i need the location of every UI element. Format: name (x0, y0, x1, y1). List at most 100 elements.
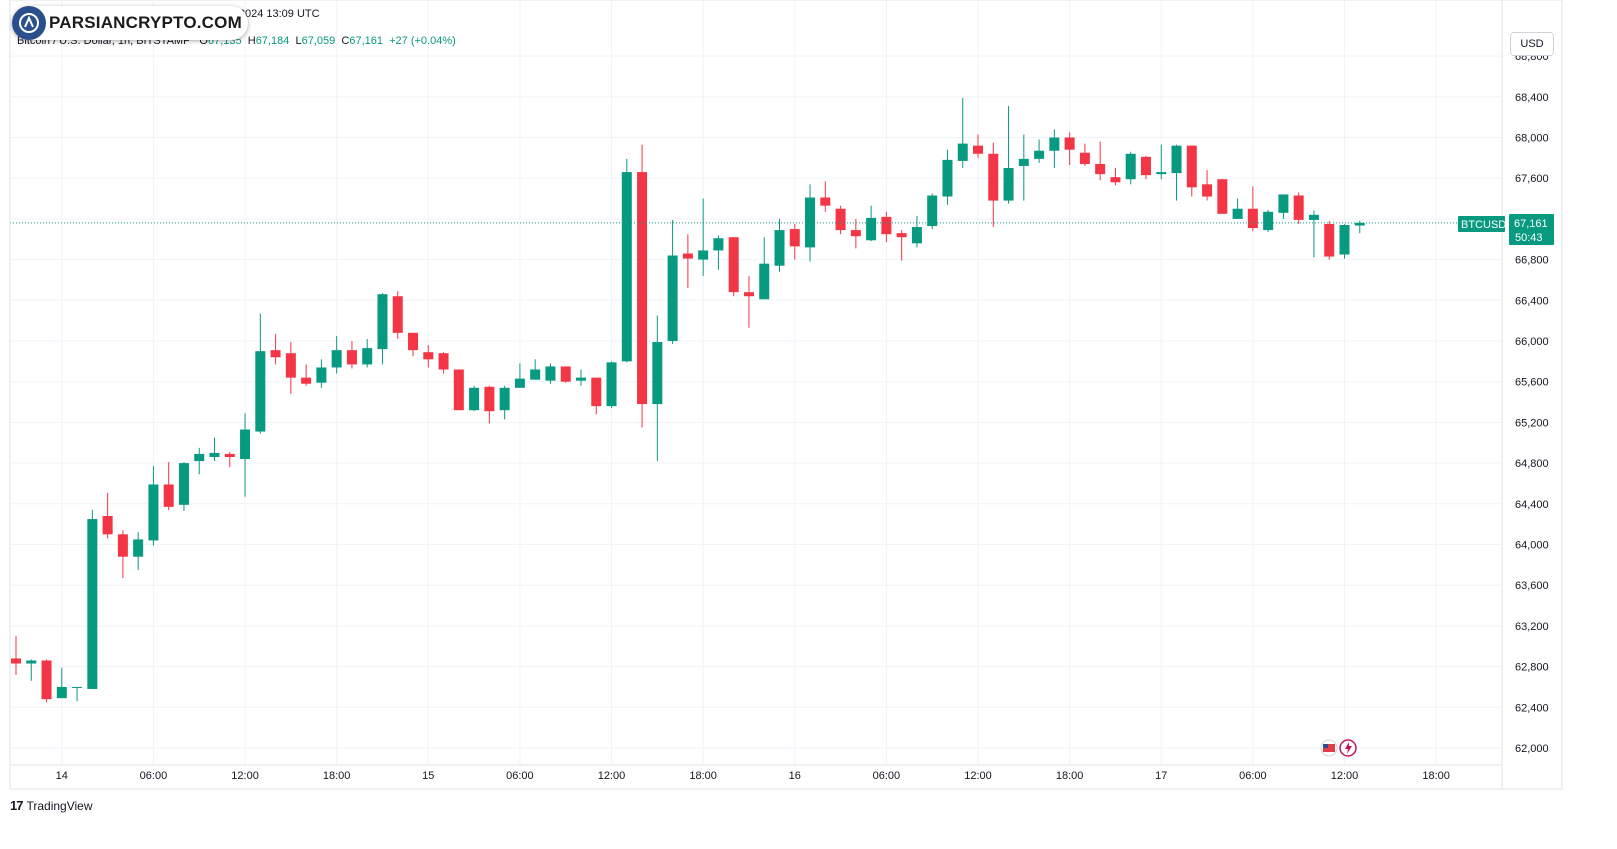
candle[interactable] (805, 184, 816, 262)
candle[interactable] (1308, 210, 1319, 258)
candle[interactable] (377, 293, 388, 365)
candle[interactable] (1247, 186, 1258, 232)
candle[interactable] (1110, 168, 1121, 186)
candle[interactable] (850, 218, 861, 249)
candle[interactable] (896, 230, 907, 261)
candle[interactable] (1232, 198, 1243, 219)
candle[interactable] (87, 509, 98, 689)
candle[interactable] (789, 223, 800, 260)
candle[interactable] (1171, 144, 1182, 201)
candle[interactable] (1140, 155, 1151, 180)
candle[interactable] (698, 198, 709, 276)
candle[interactable] (820, 181, 831, 212)
candle[interactable] (1095, 141, 1106, 181)
candle[interactable] (911, 215, 922, 248)
candle[interactable] (453, 369, 464, 411)
candle[interactable] (759, 237, 770, 300)
tradingview-footer[interactable]: 17 TradingView (10, 798, 93, 813)
candle[interactable] (1079, 143, 1090, 166)
candle-body (1263, 211, 1274, 231)
time-tick-label: 06:00 (873, 770, 901, 782)
candle[interactable] (133, 532, 144, 570)
candle[interactable] (148, 466, 159, 546)
candle[interactable] (927, 193, 938, 230)
candle[interactable] (682, 234, 693, 289)
candle[interactable] (1354, 220, 1365, 234)
candle[interactable] (408, 332, 419, 357)
candle[interactable] (1018, 134, 1029, 201)
candle[interactable] (331, 335, 342, 374)
candle[interactable] (988, 142, 999, 228)
candle[interactable] (545, 363, 556, 384)
candle[interactable] (56, 667, 67, 699)
candle[interactable] (1217, 179, 1228, 214)
candle[interactable] (728, 237, 739, 297)
candle[interactable] (301, 364, 312, 386)
candle[interactable] (942, 149, 953, 205)
candle[interactable] (1125, 151, 1136, 185)
candle[interactable] (362, 338, 373, 368)
candle-body (438, 353, 449, 370)
candle[interactable] (102, 492, 113, 539)
candle[interactable] (606, 361, 617, 409)
candle[interactable] (560, 366, 571, 383)
candle[interactable] (1339, 223, 1350, 259)
candle[interactable] (1003, 105, 1014, 204)
candle[interactable] (1202, 170, 1213, 201)
candle[interactable] (484, 385, 495, 424)
candle[interactable] (774, 218, 785, 272)
candle[interactable] (621, 158, 632, 363)
currency-button[interactable]: USD (1510, 32, 1554, 56)
candle[interactable] (270, 333, 281, 365)
event-markers[interactable] (1320, 739, 1357, 757)
candle[interactable] (285, 342, 296, 394)
candle[interactable] (26, 659, 37, 681)
candle-body (1324, 223, 1335, 257)
time-axis[interactable]: 14 06:00 12:00 18:00 15 06:00 12:00 18:00 16 06:0… (56, 770, 1450, 782)
candle[interactable] (1064, 132, 1075, 165)
candle[interactable] (637, 144, 648, 428)
candle[interactable] (514, 363, 525, 388)
candle[interactable] (1186, 145, 1197, 197)
candle[interactable] (240, 413, 251, 497)
candle[interactable] (591, 377, 602, 415)
candle[interactable] (117, 530, 128, 579)
candle[interactable] (392, 291, 403, 339)
candle[interactable] (41, 659, 52, 703)
candle[interactable] (1293, 192, 1304, 224)
candle[interactable] (743, 275, 754, 328)
candle[interactable] (530, 359, 541, 380)
candle[interactable] (575, 369, 586, 386)
candle[interactable] (316, 359, 327, 388)
candle-body (1232, 208, 1243, 219)
candle[interactable] (438, 352, 449, 374)
candle[interactable] (652, 315, 663, 462)
candle[interactable] (209, 437, 220, 462)
candle[interactable] (1324, 220, 1335, 260)
candle[interactable] (346, 341, 357, 369)
candle[interactable] (667, 219, 678, 345)
candle[interactable] (194, 447, 205, 475)
candle[interactable] (499, 385, 510, 420)
candle[interactable] (1049, 129, 1060, 169)
candle-body (41, 660, 52, 700)
candle[interactable] (835, 205, 846, 235)
candle[interactable] (255, 313, 266, 434)
candle[interactable] (423, 345, 434, 368)
candle[interactable] (72, 686, 83, 702)
candle[interactable] (1278, 194, 1289, 219)
candle[interactable] (957, 97, 968, 169)
candle[interactable] (881, 211, 892, 243)
candle[interactable] (973, 134, 984, 158)
candle[interactable] (224, 451, 235, 468)
candle[interactable] (163, 462, 174, 510)
candle[interactable] (713, 235, 724, 270)
candle[interactable] (11, 636, 21, 675)
candle[interactable] (1263, 209, 1274, 233)
candle[interactable] (469, 385, 480, 412)
candle[interactable] (1156, 144, 1167, 180)
candle[interactable] (866, 205, 877, 242)
candle[interactable] (1034, 139, 1045, 163)
candle[interactable] (178, 462, 189, 511)
